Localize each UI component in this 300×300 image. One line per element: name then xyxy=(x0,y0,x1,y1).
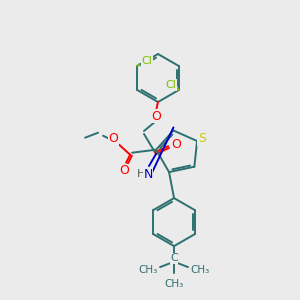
Text: O: O xyxy=(151,110,161,122)
Text: O: O xyxy=(171,139,181,152)
Text: Cl: Cl xyxy=(142,56,153,66)
Text: CH₃: CH₃ xyxy=(138,265,158,275)
Text: Cl: Cl xyxy=(165,80,176,90)
Text: O: O xyxy=(108,132,118,145)
Text: O: O xyxy=(119,164,129,177)
Text: CH₃: CH₃ xyxy=(164,279,184,289)
Text: CH₃: CH₃ xyxy=(190,265,210,275)
Text: S: S xyxy=(198,133,206,146)
Text: N: N xyxy=(143,167,153,181)
Text: H: H xyxy=(137,169,145,179)
Text: C: C xyxy=(170,253,178,263)
